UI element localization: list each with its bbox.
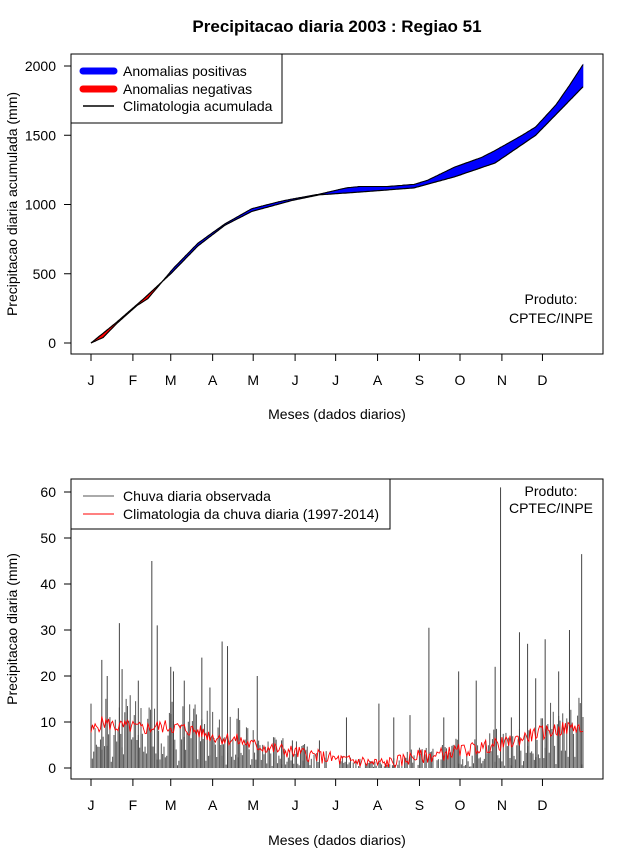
panel2-y-tick-label: 50 <box>40 530 56 546</box>
panel1-x-tick-label: D <box>537 372 547 388</box>
panel1-legend: Anomalias positivas Anomalias negativas … <box>70 53 283 124</box>
daily-climatology-group <box>90 716 584 769</box>
anomaly-segment <box>581 63 584 89</box>
panel2-ylabel: Precipitacao diaria (mm) <box>4 553 20 705</box>
panel2-y-tick-label: 0 <box>48 760 56 776</box>
cumulative-lines <box>90 64 584 344</box>
observed-cumulative-line <box>90 64 584 344</box>
climatology-cumulative-line <box>90 86 584 344</box>
panel2-x-tick-label: M <box>247 797 259 813</box>
panel1-x-tick-label: O <box>455 372 466 388</box>
panel2-credit-line2: CPTEC/INPE <box>509 500 593 516</box>
panel1-y-tick-label: 2000 <box>25 58 56 74</box>
daily-bars-group <box>90 487 584 768</box>
panel2-xlabel: Meses (dados diarios) <box>268 832 406 848</box>
legend-label-observed: Chuva diaria observada <box>123 488 271 504</box>
panel2-y-tick-label: 60 <box>40 484 56 500</box>
panel1-y-tick-label: 1000 <box>25 197 56 213</box>
panel1-ylabel: Precipitacao diaria acumulada (mm) <box>4 92 20 316</box>
panel1-y-tick-label: 500 <box>33 266 57 282</box>
cumulative-panel: 0 500 1000 1500 2000 J F M A M J J A S O N D Meses (dad… <box>4 53 604 422</box>
panel2-x-tick-label: J <box>88 797 95 813</box>
panel1-x-tick-label: A <box>208 372 218 388</box>
panel1-xlabel: Meses (dados diarios) <box>268 406 406 422</box>
panel2-x-tick-label: O <box>455 797 466 813</box>
panel2-x-tick-label: N <box>497 797 507 813</box>
daily-climatology-line <box>90 716 584 769</box>
panel1-credit-line1: Produto: <box>525 291 578 307</box>
panel2-legend: Chuva diaria observada Climatologia da c… <box>70 478 391 530</box>
legend-label-negative: Anomalias negativas <box>123 81 252 97</box>
panel2-x-tick-label: D <box>537 797 547 813</box>
panel1-x-tick-label: J <box>332 372 339 388</box>
panel1-x-tick-label: N <box>497 372 507 388</box>
panel2-x-tick-label: A <box>373 797 383 813</box>
panel2-y-tick-label: 30 <box>40 622 56 638</box>
legend-label-positive: Anomalias positivas <box>123 63 247 79</box>
panel1-y-axis: 0 500 1000 1500 2000 <box>25 58 72 351</box>
panel2-x-tick-label: M <box>165 797 177 813</box>
panel1-y-tick-label: 1500 <box>25 127 56 143</box>
panel1-x-tick-label: M <box>165 372 177 388</box>
panel1-x-tick-label: A <box>373 372 383 388</box>
legend-label-climatology-daily: Climatologia da chuva diaria (1997-2014) <box>123 506 379 522</box>
panel2-legend-box <box>70 478 391 530</box>
panel1-y-tick-label: 0 <box>48 335 56 351</box>
panel1-x-tick-label: M <box>247 372 259 388</box>
panel2-x-tick-label: J <box>332 797 339 813</box>
panel1-x-tick-label: F <box>129 372 138 388</box>
panel2-x-tick-label: F <box>129 797 138 813</box>
panel2-x-tick-label: A <box>208 797 218 813</box>
panel2-y-axis: 0 10 20 30 40 50 60 <box>40 484 72 776</box>
panel1-x-tick-label: J <box>292 372 299 388</box>
panel1-x-tick-label: J <box>88 372 95 388</box>
daily-panel: 0 10 20 30 40 50 60 J F M A M J J A S O N D Meses (dados … <box>4 478 604 848</box>
panel2-y-tick-label: 10 <box>40 714 56 730</box>
legend-label-climatology: Climatologia acumulada <box>123 98 273 114</box>
panel2-y-tick-label: 40 <box>40 576 56 592</box>
panel2-credit-line1: Produto: <box>525 483 578 499</box>
chart-title: Precipitacao diaria 2003 : Regiao 51 <box>192 17 481 36</box>
panel1-credit-line2: CPTEC/INPE <box>509 310 593 326</box>
panel1-x-tick-label: S <box>415 372 424 388</box>
panel2-x-tick-label: J <box>292 797 299 813</box>
panel2-y-tick-label: 20 <box>40 668 56 684</box>
panel2-x-tick-label: S <box>415 797 424 813</box>
